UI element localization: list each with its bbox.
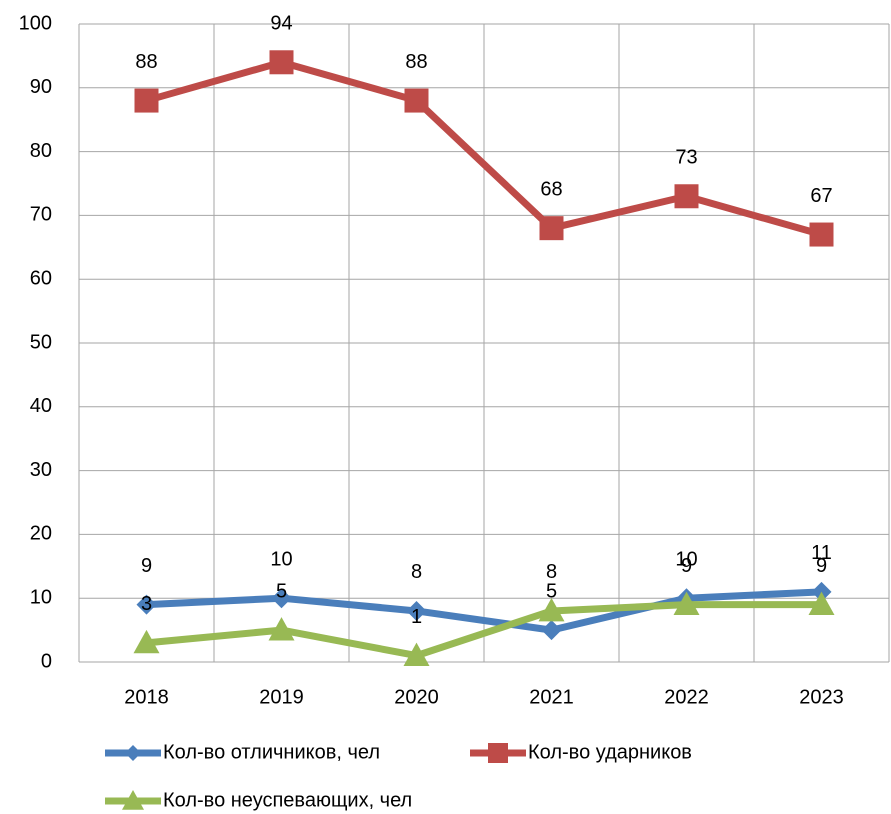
data-label: 9 [141,555,152,577]
data-label: 88 [135,51,157,73]
x-tick-label: 2022 [664,686,709,708]
legend-marker [488,743,508,763]
data-label: 1 [411,606,422,628]
series-line [145,58,823,238]
data-point [541,620,562,641]
legend-marker [122,790,144,810]
x-tick-label: 2019 [259,686,304,708]
data-point [133,629,160,654]
data-label: 8 [411,561,422,583]
y-tick-label: 70 [30,204,52,226]
x-tick-label: 2018 [124,686,169,708]
data-label: 67 [810,185,832,207]
legend-marker [125,745,141,761]
data-point [673,591,700,615]
data-label: 8 [546,561,557,583]
legend-label: Кол-во ударников [528,741,692,763]
x-tick-label: 2021 [529,686,574,708]
series-line [146,601,822,660]
y-tick-label: 30 [30,459,52,481]
y-tick-label: 10 [30,586,52,608]
data-point [403,642,430,667]
y-tick-label: 20 [30,523,52,545]
data-point [539,216,564,241]
data-point [674,184,699,209]
data-point [269,50,294,75]
data-label: 10 [675,548,697,570]
legend-label: Кол-во неуспевающих, чел [163,789,412,811]
y-tick-label: 40 [30,395,52,417]
data-point [136,594,157,615]
data-label: 94 [270,13,292,35]
data-point [808,591,835,615]
data-point [268,617,295,641]
data-label: 3 [141,593,152,615]
y-tick-label: 50 [30,331,52,353]
y-tick-label: 0 [41,650,52,672]
y-tick-label: 90 [30,76,52,98]
data-point [406,600,427,621]
series-line [146,588,822,634]
x-tick-label: 2023 [799,686,844,708]
data-point [271,588,292,609]
data-point [809,222,834,247]
data-label: 88 [405,51,427,73]
data-label: 11 [811,542,832,564]
legend-label: Кол-во отличников, чел [163,741,380,763]
y-tick-label: 100 [19,12,52,34]
y-tick-label: 80 [30,140,52,162]
data-point [404,88,429,113]
data-point [538,597,565,622]
data-label: 9 [816,555,827,577]
data-label: 5 [546,580,557,602]
data-point [134,88,159,113]
data-label: 73 [675,147,697,169]
data-label: 9 [681,555,692,577]
data-label: 5 [276,580,287,602]
data-label: 68 [540,178,562,200]
data-label: 10 [270,548,292,570]
x-tick-label: 2020 [394,686,439,708]
y-tick-label: 60 [30,267,52,289]
